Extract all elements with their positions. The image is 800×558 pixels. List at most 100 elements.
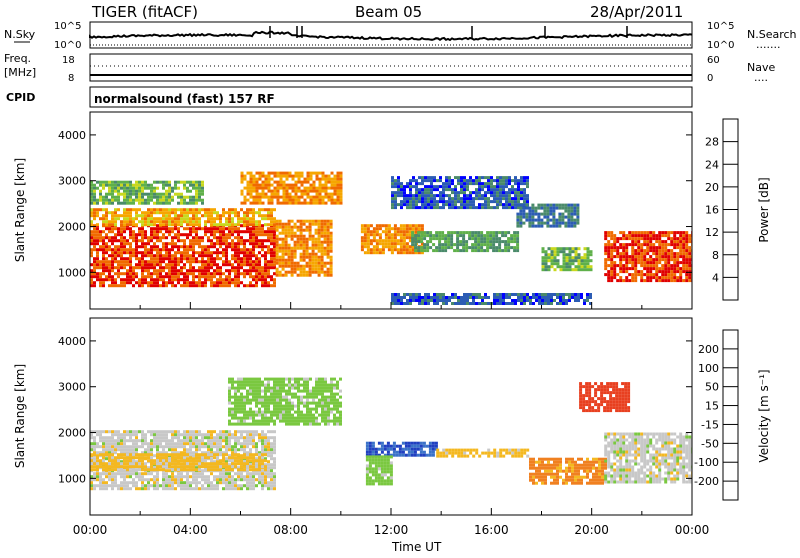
power-cell	[231, 211, 234, 214]
power-cell	[406, 230, 409, 233]
power-cell	[496, 194, 499, 197]
power-cell	[102, 187, 105, 190]
power-cell	[279, 238, 282, 241]
power-cell	[526, 182, 529, 185]
velocity-cell	[168, 430, 171, 433]
power-cell	[543, 204, 546, 207]
power-cell	[484, 302, 487, 305]
power-cell	[204, 248, 207, 251]
velocity-cell	[204, 475, 207, 478]
power-cell	[664, 231, 667, 234]
power-cell	[192, 239, 195, 242]
power-cell	[114, 239, 117, 242]
power-cell	[631, 243, 634, 246]
power-cell	[382, 248, 385, 251]
power-cell	[213, 245, 216, 248]
power-cell	[286, 175, 289, 178]
power-cell	[321, 244, 324, 247]
power-cell	[477, 234, 480, 237]
velocity-cell	[108, 439, 111, 442]
velocity-cell	[204, 487, 207, 490]
power-cell	[132, 184, 135, 187]
power-cell	[162, 223, 165, 226]
velocity-cell	[114, 468, 117, 471]
power-cell	[168, 214, 171, 217]
power-cell	[252, 248, 255, 251]
power-cell	[201, 251, 204, 254]
power-cell	[331, 196, 334, 199]
velocity-cell	[177, 475, 180, 478]
power-cell	[150, 251, 153, 254]
power-cell	[264, 266, 267, 269]
power-cell	[258, 239, 261, 242]
power-cell	[132, 190, 135, 193]
power-cell	[276, 220, 279, 223]
power-cell	[189, 220, 192, 223]
power-cell	[652, 258, 655, 261]
power-cell	[451, 302, 454, 305]
power-cell	[244, 178, 247, 181]
power-cell	[490, 188, 493, 191]
power-cell	[318, 250, 321, 253]
velocity-cell	[186, 448, 189, 451]
velocity-cell	[270, 436, 273, 439]
velocity-cell	[135, 436, 138, 439]
power-cell	[123, 239, 126, 242]
velocity-cell	[213, 487, 216, 490]
power-cell	[93, 190, 96, 193]
power-cell	[301, 202, 304, 205]
power-cell	[394, 302, 397, 305]
power-cell	[244, 202, 247, 205]
power-cell	[649, 240, 652, 243]
power-cell	[286, 184, 289, 187]
power-cell	[652, 273, 655, 276]
velocity-cell	[270, 463, 273, 466]
velocity-cell	[114, 475, 117, 478]
power-cell	[156, 230, 159, 233]
power-cell	[198, 227, 201, 230]
mode-label: normalsound (fast) 157 RF	[94, 92, 275, 106]
power-cell	[252, 211, 255, 214]
power-cell	[631, 240, 634, 243]
velocity-cell	[96, 472, 99, 475]
power-cell	[252, 217, 255, 220]
power-cell	[418, 200, 421, 203]
velocity-cell	[153, 454, 156, 457]
power-cell	[228, 211, 231, 214]
power-cell	[445, 302, 448, 305]
power-cell	[546, 210, 549, 213]
power-cell	[147, 211, 150, 214]
power-cell	[619, 270, 622, 273]
power-cell	[679, 279, 682, 282]
velocity-cell	[108, 445, 111, 448]
power-cell	[427, 203, 430, 206]
power-cell	[270, 236, 273, 239]
power-heatmap	[90, 172, 694, 305]
power-cell	[324, 274, 327, 277]
power-cell	[288, 271, 291, 274]
power-cell	[548, 265, 551, 268]
power-cell	[192, 208, 195, 211]
power-cell	[241, 193, 244, 196]
power-cell	[412, 227, 415, 230]
power-cell	[465, 231, 468, 234]
power-cell	[105, 278, 108, 281]
power-cell	[327, 229, 330, 232]
power-cell	[325, 193, 328, 196]
power-cell	[469, 191, 472, 194]
velocity-cell	[225, 481, 228, 484]
velocity-cell	[243, 430, 246, 433]
velocity-cell	[123, 487, 126, 490]
power-cell	[96, 272, 99, 275]
power-cell	[298, 178, 301, 181]
power-cell	[283, 202, 286, 205]
power-cell	[280, 175, 283, 178]
power-cell	[237, 214, 240, 217]
power-cell	[126, 275, 129, 278]
power-cell	[204, 233, 207, 236]
power-cell	[117, 227, 120, 230]
power-cell	[388, 233, 391, 236]
power-cell	[273, 284, 276, 287]
freq-tick-lo: 8	[68, 73, 74, 84]
power-cell	[435, 237, 438, 240]
